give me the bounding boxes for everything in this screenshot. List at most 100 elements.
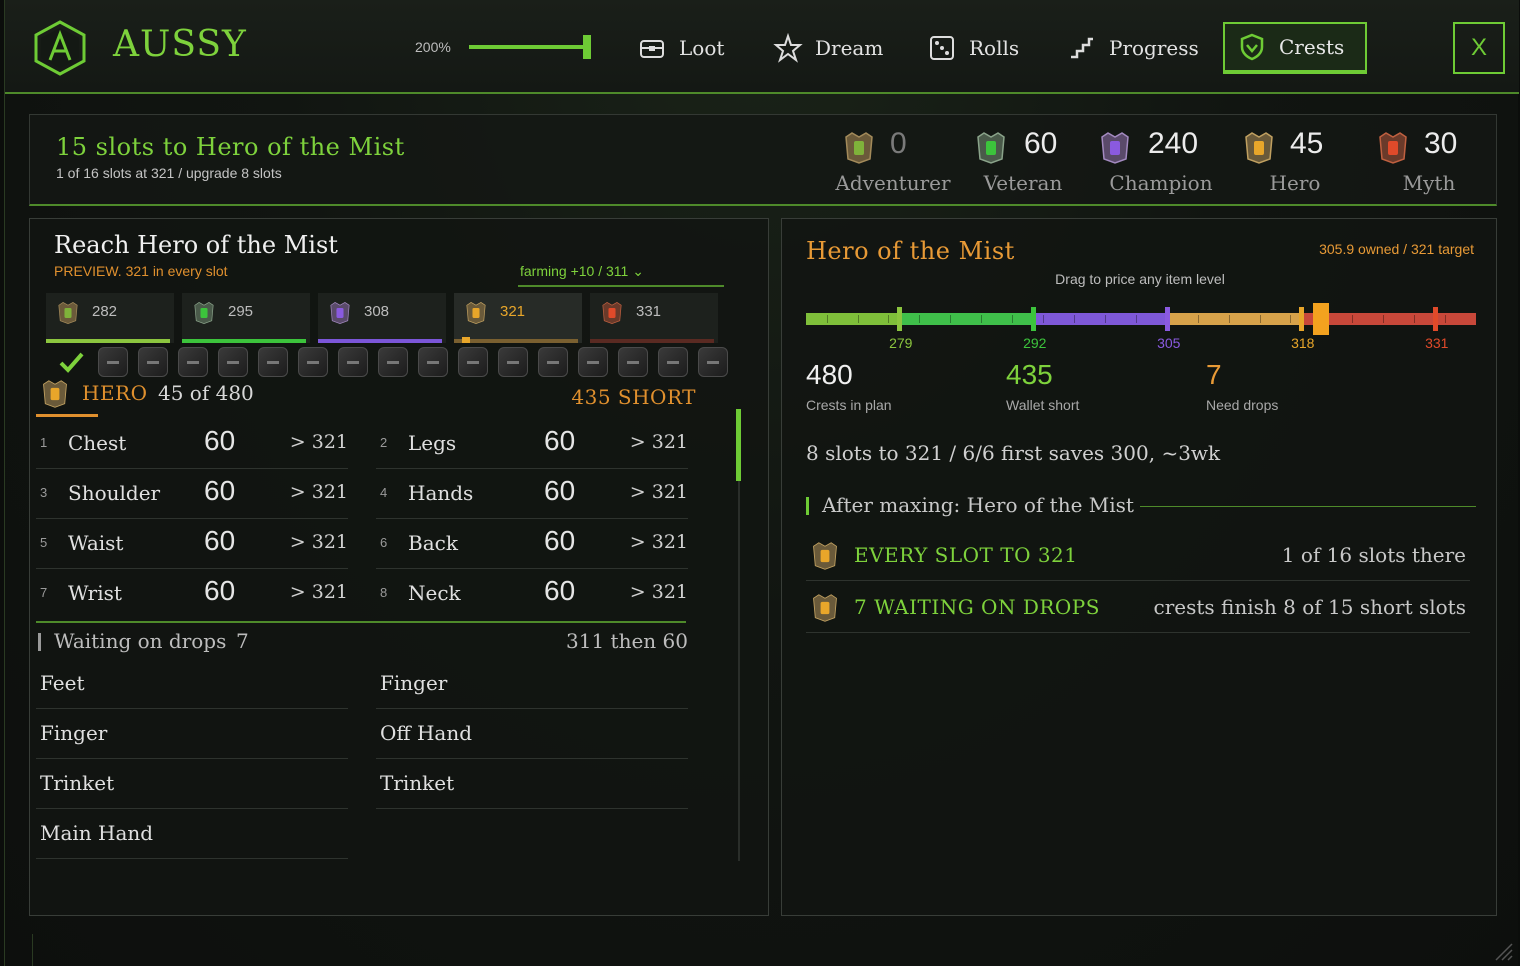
owned-target: 305.9 owned / 321 target bbox=[1319, 241, 1474, 257]
gear-slot-icon[interactable] bbox=[138, 347, 168, 377]
track-notch bbox=[981, 315, 983, 323]
zoom-label: 200% bbox=[415, 39, 451, 55]
gear-slot-icon[interactable] bbox=[458, 347, 488, 377]
goal-status: crests finish 8 of 15 short slots bbox=[1153, 595, 1466, 619]
drop-slot-name: Finger bbox=[40, 721, 108, 745]
slot-cost: 60 bbox=[204, 425, 236, 456]
slot-name: Shoulder bbox=[68, 481, 161, 505]
track-tier-label: 331 bbox=[1425, 335, 1449, 351]
ilvl-tab-331[interactable]: 331 bbox=[590, 293, 718, 343]
slot-cost: 60 bbox=[204, 575, 236, 606]
slot-target: > 321 bbox=[629, 481, 688, 503]
tab-progress[interactable]: Progress bbox=[1055, 22, 1211, 74]
drop-slot-row[interactable]: Trinket bbox=[36, 759, 348, 809]
close-button[interactable]: X bbox=[1453, 22, 1505, 74]
tier-adventurer: 0 Adventurer bbox=[826, 125, 956, 201]
slot-icon-strip bbox=[56, 347, 736, 379]
slot-index: 3 bbox=[40, 485, 48, 500]
tab-loot[interactable]: Loot bbox=[625, 22, 736, 74]
ilvl-progress-fill bbox=[462, 337, 470, 343]
tab-rolls-label: Rolls bbox=[969, 36, 1020, 60]
tab-loot-label: Loot bbox=[679, 36, 725, 60]
gear-slot-icon[interactable] bbox=[98, 347, 128, 377]
zoom-slider-track[interactable] bbox=[469, 45, 589, 49]
ilvl-value: 308 bbox=[364, 303, 390, 320]
stairs-icon bbox=[1071, 37, 1093, 59]
ilvl-tab-321[interactable]: 321 bbox=[454, 293, 582, 343]
gear-slot-icon[interactable] bbox=[538, 347, 568, 377]
tier-myth: 30 Myth bbox=[1370, 125, 1500, 201]
gear-slot-icon[interactable] bbox=[498, 347, 528, 377]
slot-name: Wrist bbox=[68, 581, 122, 605]
track-notch bbox=[1383, 315, 1385, 323]
ilvl-bar bbox=[454, 339, 578, 343]
ilvl-value: 331 bbox=[636, 303, 662, 320]
slot-cost: 60 bbox=[204, 475, 236, 506]
scrollbar-track[interactable] bbox=[738, 409, 740, 861]
crest-slot-row[interactable]: 1 Chest 60 > 321 bbox=[36, 419, 348, 469]
tab-crests[interactable]: Crests bbox=[1223, 22, 1367, 74]
gear-slot-icon[interactable] bbox=[658, 347, 688, 377]
crest-slot-row[interactable]: 8 Neck 60 > 321 bbox=[376, 569, 688, 619]
gear-slot-icon[interactable] bbox=[618, 347, 648, 377]
gear-slot-icon[interactable] bbox=[338, 347, 368, 377]
track-tier-mark bbox=[896, 307, 902, 331]
checkmark-icon bbox=[59, 352, 84, 373]
preview-note: PREVIEW. 321 in every slot bbox=[54, 263, 228, 279]
gear-slot-icon[interactable] bbox=[578, 347, 608, 377]
drop-slot-name: Feet bbox=[40, 671, 85, 695]
goal-row[interactable]: EVERY SLOT TO 321 1 of 16 slots there bbox=[806, 531, 1470, 581]
gear-slot-icon[interactable] bbox=[378, 347, 408, 377]
stat-wallet-short: 435 Wallet short bbox=[1006, 359, 1079, 413]
drop-slot-row[interactable]: Finger bbox=[376, 659, 688, 709]
ilvl-tab-282[interactable]: 282 bbox=[46, 293, 174, 343]
gear-slot-icon[interactable] bbox=[298, 347, 328, 377]
crest-slot-row[interactable]: 6 Back 60 > 321 bbox=[376, 519, 688, 569]
crest-slot-row[interactable]: 5 Waist 60 > 321 bbox=[36, 519, 348, 569]
after-maxing-label: After maxing: Hero of the Mist bbox=[822, 493, 1134, 517]
ilvl-price-slider[interactable]: 279 292 305 318 331 bbox=[806, 303, 1476, 353]
gear-slot-icon[interactable] bbox=[218, 347, 248, 377]
track-notch bbox=[888, 315, 890, 323]
frame-edge bbox=[9, 934, 33, 966]
track-segment bbox=[1032, 313, 1167, 325]
gear-slot-icon[interactable] bbox=[698, 347, 728, 377]
goal-label: 7 WAITING ON DROPS bbox=[854, 595, 1100, 619]
scrollbar-thumb[interactable] bbox=[736, 409, 741, 481]
drop-slot-row[interactable]: Main Hand bbox=[36, 809, 348, 859]
zoom-slider-handle[interactable] bbox=[583, 35, 591, 59]
drag-hint: Drag to price any item level bbox=[1055, 271, 1225, 287]
goal-row[interactable]: 7 WAITING ON DROPS crests finish 8 of 15… bbox=[806, 583, 1470, 633]
drop-slot-row[interactable]: Off Hand bbox=[376, 709, 688, 759]
ilvl-value: 321 bbox=[500, 303, 526, 320]
ilvl-tab-295[interactable]: 295 bbox=[182, 293, 310, 343]
slot-name: Neck bbox=[408, 581, 461, 605]
gear-slot-icon[interactable] bbox=[258, 347, 288, 377]
track-tier-label: 318 bbox=[1291, 335, 1315, 351]
drop-slot-row[interactable]: Trinket bbox=[376, 759, 688, 809]
track-handle[interactable] bbox=[1313, 303, 1330, 335]
crest-slot-row[interactable]: 3 Shoulder 60 > 321 bbox=[36, 469, 348, 519]
track-notch bbox=[919, 315, 921, 323]
crest-slot-row[interactable]: 7 Wrist 60 > 321 bbox=[36, 569, 348, 619]
crest-slot-row[interactable]: 2 Legs 60 > 321 bbox=[376, 419, 688, 469]
gear-slot-icon[interactable] bbox=[178, 347, 208, 377]
crest-hero-icon bbox=[813, 594, 837, 622]
crest-slot-row[interactable]: 4 Hands 60 > 321 bbox=[376, 469, 688, 519]
drop-slot-name: Main Hand bbox=[40, 821, 154, 845]
crest-adventurer-icon bbox=[845, 132, 873, 164]
resize-grip-icon[interactable] bbox=[1492, 940, 1514, 962]
tab-dream[interactable]: Dream bbox=[761, 22, 895, 74]
drop-slot-row[interactable]: Feet bbox=[36, 659, 348, 709]
farming-dropdown[interactable]: farming +10 / 311 ⌄ bbox=[518, 263, 724, 287]
hero-detail-panel: Hero of the Mist 305.9 owned / 321 targe… bbox=[781, 218, 1497, 916]
gear-slot-icon[interactable] bbox=[418, 347, 448, 377]
slot-index: 4 bbox=[380, 485, 388, 500]
stat-label: Crests in plan bbox=[806, 397, 892, 413]
drop-slot-row[interactable]: Finger bbox=[36, 709, 348, 759]
track-notch bbox=[1228, 315, 1230, 323]
logo-hex-icon bbox=[34, 20, 86, 76]
crest-champion-icon bbox=[330, 301, 350, 324]
ilvl-tab-308[interactable]: 308 bbox=[318, 293, 446, 343]
tab-rolls[interactable]: Rolls bbox=[915, 22, 1031, 74]
